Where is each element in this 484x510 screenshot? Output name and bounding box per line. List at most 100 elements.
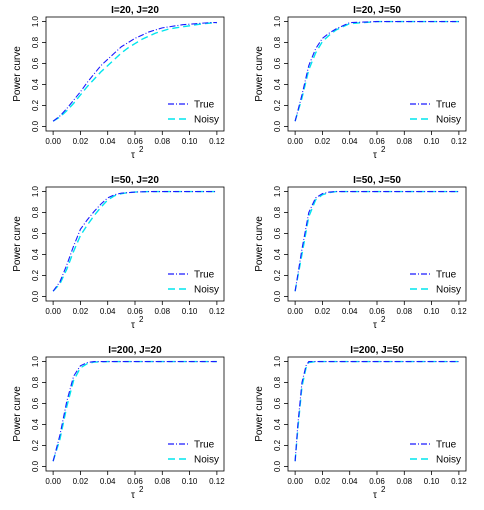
x-tick-label: 0.04 — [342, 307, 358, 316]
y-tick-label: 0.8 — [273, 376, 282, 388]
x-tick-label: 0.02 — [315, 307, 331, 316]
series-line-true — [53, 23, 217, 122]
series-line-noisy — [53, 23, 217, 122]
x-tick-label: 0.08 — [155, 477, 171, 486]
x-tick-label: 0.12 — [209, 307, 225, 316]
y-tick-label: 1.0 — [273, 185, 282, 197]
y-tick-label: 0.4 — [31, 78, 40, 90]
x-axis-label: τ — [373, 490, 377, 501]
x-tick-label: 0.00 — [45, 137, 61, 146]
x-tick-label: 0.04 — [342, 477, 358, 486]
series-line-noisy — [295, 192, 459, 292]
y-tick-label: 0.0 — [31, 120, 40, 132]
x-tick-label: 0.04 — [100, 307, 116, 316]
x-tick-label: 0.00 — [45, 477, 61, 486]
x-tick-label: 0.04 — [100, 477, 116, 486]
chart-panel-3: I=50, J=200.00 0.02 0.04 0.06 0.08 0.10 0.120.… — [12, 175, 225, 331]
legend-label-noisy: Noisy — [436, 455, 461, 466]
y-tick-label: 0.2 — [31, 269, 40, 281]
y-axis-label: Power curve — [12, 46, 23, 102]
x-tick-label: 0.12 — [451, 137, 467, 146]
legend-label-noisy: Noisy — [194, 285, 219, 296]
x-tick-label: 0.10 — [424, 307, 440, 316]
y-tick-label: 0.2 — [31, 99, 40, 111]
legend-label-true: True — [194, 100, 215, 111]
y-tick-label: 1.0 — [273, 15, 282, 27]
series-line-true — [295, 362, 459, 462]
x-axis-label-superscript: 2 — [381, 315, 386, 324]
x-tick-label: 0.12 — [451, 307, 467, 316]
legend-label-true: True — [194, 270, 215, 281]
x-tick-label: 0.08 — [397, 137, 413, 146]
legend-label-noisy: Noisy — [194, 455, 219, 466]
y-tick-label: 1.0 — [273, 355, 282, 367]
y-tick-label: 0.4 — [31, 248, 40, 260]
y-tick-label: 0.2 — [273, 269, 282, 281]
y-tick-label: 1.0 — [31, 355, 40, 367]
series-line-noisy — [295, 22, 459, 122]
legend-label-noisy: Noisy — [436, 285, 461, 296]
y-tick-label: 0.8 — [31, 376, 40, 388]
y-tick-label: 0.2 — [273, 99, 282, 111]
y-tick-label: 0.8 — [273, 206, 282, 218]
y-tick-label: 0.4 — [273, 418, 282, 430]
legend-label-noisy: Noisy — [194, 115, 219, 126]
y-tick-label: 1.0 — [31, 15, 40, 27]
legend-label-noisy: Noisy — [436, 115, 461, 126]
series-line-true — [295, 22, 459, 122]
series-line-noisy — [53, 362, 217, 462]
series-line-noisy — [53, 192, 217, 292]
x-tick-label: 0.02 — [315, 477, 331, 486]
x-axis-label-superscript: 2 — [139, 485, 144, 494]
y-tick-label: 0.6 — [273, 227, 282, 239]
chart-panel-2: I=20, J=500.00 0.02 0.04 0.06 0.08 0.10 0.120.… — [254, 5, 467, 161]
series-line-true — [295, 192, 459, 292]
x-tick-label: 0.08 — [397, 477, 413, 486]
y-tick-label: 0.2 — [273, 439, 282, 451]
chart-title: I=20, J=50 — [353, 5, 401, 16]
chart-panel-4: I=50, J=500.00 0.02 0.04 0.06 0.08 0.10 0.120.… — [254, 175, 467, 331]
legend-label-true: True — [436, 100, 457, 111]
chart-panel-6: I=200, J=500.00 0.02 0.04 0.06 0.08 0.10 0.120… — [254, 345, 467, 501]
y-tick-label: 0.6 — [31, 397, 40, 409]
x-tick-label: 0.02 — [315, 137, 331, 146]
series-line-noisy — [295, 362, 459, 462]
x-tick-label: 0.10 — [182, 137, 198, 146]
x-tick-label: 0.10 — [182, 307, 198, 316]
y-tick-label: 0.4 — [31, 418, 40, 430]
y-tick-label: 0.0 — [273, 460, 282, 472]
y-tick-label: 0.4 — [273, 78, 282, 90]
chart-panel-5: I=200, J=200.00 0.02 0.04 0.06 0.08 0.10 0.120… — [12, 345, 225, 501]
chart-panel-1: I=20, J=200.00 0.02 0.04 0.06 0.08 0.10 0.120.… — [12, 5, 225, 161]
x-tick-label: 0.00 — [45, 307, 61, 316]
y-axis-label: Power curve — [254, 216, 265, 272]
x-tick-label: 0.12 — [209, 477, 225, 486]
x-tick-label: 0.02 — [73, 137, 89, 146]
chart-title: I=50, J=50 — [353, 175, 401, 186]
y-tick-label: 0.0 — [31, 290, 40, 302]
x-tick-label: 0.04 — [100, 137, 116, 146]
x-tick-label: 0.04 — [342, 137, 358, 146]
x-axis-label-superscript: 2 — [381, 145, 386, 154]
series-line-true — [53, 362, 217, 462]
chart-title: I=200, J=50 — [350, 345, 404, 356]
x-tick-label: 0.12 — [451, 477, 467, 486]
y-tick-label: 0.6 — [31, 57, 40, 69]
y-tick-label: 0.6 — [31, 227, 40, 239]
legend-label-true: True — [436, 440, 457, 451]
x-tick-label: 0.10 — [424, 137, 440, 146]
y-tick-label: 0.8 — [31, 206, 40, 218]
x-axis-label: τ — [131, 490, 135, 501]
y-tick-label: 0.6 — [273, 57, 282, 69]
y-axis-label: Power curve — [254, 386, 265, 442]
chart-title: I=200, J=20 — [108, 345, 162, 356]
x-tick-label: 0.08 — [155, 307, 171, 316]
y-tick-label: 0.0 — [273, 290, 282, 302]
x-tick-label: 0.08 — [397, 307, 413, 316]
x-tick-label: 0.00 — [287, 307, 303, 316]
x-tick-label: 0.08 — [155, 137, 171, 146]
legend-label-true: True — [436, 270, 457, 281]
x-axis-label: τ — [131, 150, 135, 161]
y-tick-label: 0.0 — [31, 460, 40, 472]
